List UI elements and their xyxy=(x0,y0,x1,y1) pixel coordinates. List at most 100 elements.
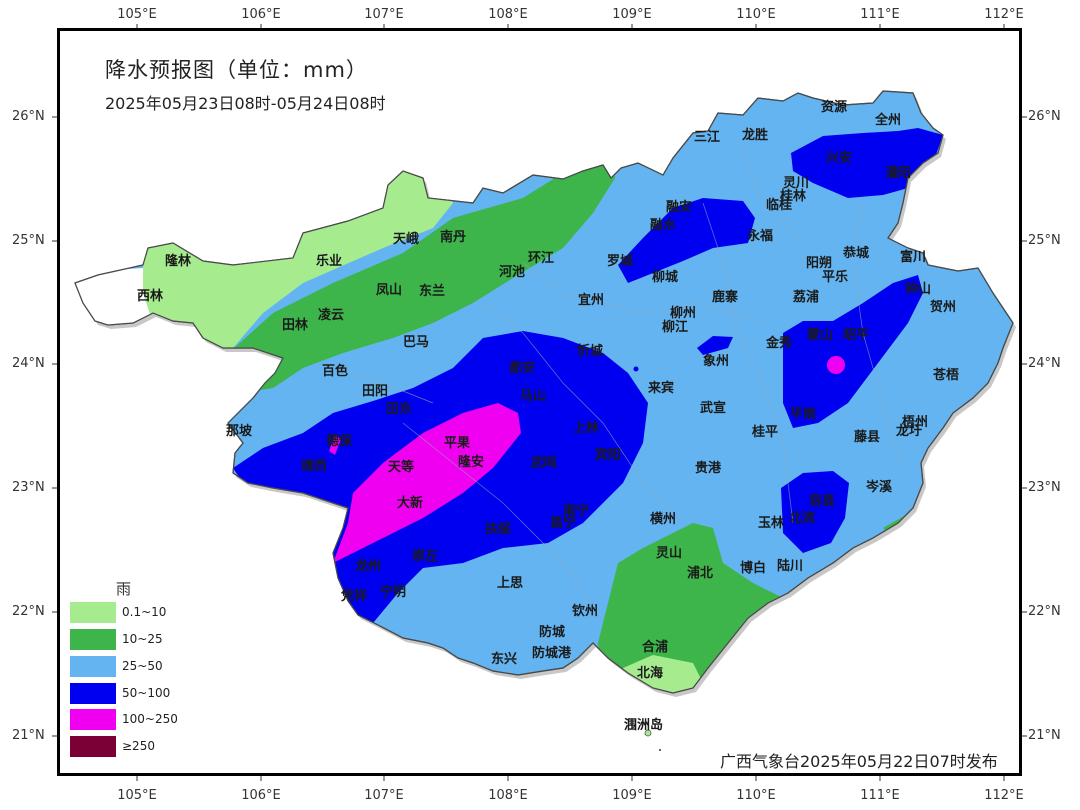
city-label: 河池 xyxy=(499,265,526,280)
x-tick-top: 109°E xyxy=(612,7,652,22)
city-label: 凌云 xyxy=(318,308,345,323)
city-label: 环江 xyxy=(528,251,555,266)
legend-swatch xyxy=(70,736,116,757)
city-label: 富川 xyxy=(900,250,927,265)
legend-item: 25~50 xyxy=(70,656,220,678)
forecast-period: 2025年05月23日08时-05月24日08时 xyxy=(105,94,386,113)
city-label: 贺州 xyxy=(930,300,957,315)
city-label: 兴安 xyxy=(826,151,853,166)
city-label: 浦北 xyxy=(687,566,714,581)
city-label: 忻城 xyxy=(577,344,604,359)
legend-label: 50~100 xyxy=(122,686,171,700)
legend-title: 雨 xyxy=(116,580,132,598)
x-tick-top: 108°E xyxy=(488,7,528,22)
city-label: 那坡 xyxy=(226,424,253,439)
city-label: 靖西 xyxy=(301,459,328,474)
city-label: 苍梧 xyxy=(933,368,960,383)
city-label: 田林 xyxy=(282,318,309,333)
y-tick-left: 21°N xyxy=(12,728,45,743)
city-label: 南丹 xyxy=(440,230,467,245)
precipitation-map xyxy=(74,90,1016,751)
legend-label: 0.1~10 xyxy=(122,605,167,619)
x-tick-top: 110°E xyxy=(736,7,776,22)
city-label: 博白 xyxy=(740,561,767,576)
city-label: 桂平 xyxy=(752,425,779,440)
city-label: 永福 xyxy=(747,229,774,244)
map-title: 降水预报图（单位：mm） xyxy=(105,58,368,82)
city-label: 阳朔 xyxy=(806,256,833,271)
x-tick-top: 105°E xyxy=(117,7,157,22)
x-tick-bottom: 110°E xyxy=(736,788,776,803)
city-label: 灵川 xyxy=(783,176,810,191)
city-label: 柳州 xyxy=(670,306,697,321)
city-label: 宁明 xyxy=(380,585,407,600)
legend-label: 100~250 xyxy=(122,712,178,726)
x-tick-bottom: 107°E xyxy=(364,788,404,803)
city-label: 恭城 xyxy=(843,246,870,261)
y-tick-left: 23°N xyxy=(12,480,45,495)
legend-label: ≥250 xyxy=(122,739,155,753)
x-tick-top: 106°E xyxy=(241,7,281,22)
city-label: 龙州 xyxy=(355,559,382,574)
legend-item: 0.1~10 xyxy=(70,602,220,624)
legend-label: 10~25 xyxy=(122,632,163,646)
city-label: 百色 xyxy=(322,364,349,379)
city-label: 陆川 xyxy=(777,559,804,574)
x-tick-bottom: 109°E xyxy=(612,788,652,803)
city-label: 东兴 xyxy=(491,652,518,667)
city-label: 大新 xyxy=(397,496,424,511)
city-label: 东兰 xyxy=(419,284,446,299)
city-label: 合浦 xyxy=(642,640,669,655)
city-label: 乐业 xyxy=(316,254,343,269)
x-tick-bottom: 112°E xyxy=(984,788,1024,803)
city-label: 昭平 xyxy=(843,328,870,343)
legend-swatch xyxy=(70,629,116,650)
city-label: 灌阳 xyxy=(885,166,912,181)
x-tick-bottom: 106°E xyxy=(241,788,281,803)
legend-swatch xyxy=(70,602,116,623)
y-tick-right: 21°N xyxy=(1028,728,1061,743)
city-label: 马山 xyxy=(520,389,547,404)
city-label: 田阳 xyxy=(362,384,389,399)
x-tick-top: 111°E xyxy=(860,7,900,22)
city-label: 上思 xyxy=(497,576,524,591)
city-label: 宜州 xyxy=(578,293,605,308)
city-label: 临桂 xyxy=(766,198,793,213)
issuer-note: 广西气象台2025年05月22日07时发布 xyxy=(720,752,998,771)
city-label: 龙圩 xyxy=(896,424,923,439)
city-label: 柳江 xyxy=(662,320,689,335)
city-label: 防城 xyxy=(539,625,566,640)
map-frame xyxy=(57,28,1022,776)
city-label: 三江 xyxy=(694,130,721,145)
legend-label: 25~50 xyxy=(122,659,163,673)
city-label: 金秀 xyxy=(766,336,793,351)
city-label: 梧州 xyxy=(902,415,929,430)
city-label: 涠洲岛 xyxy=(624,718,664,733)
legend-swatch xyxy=(70,683,116,704)
city-label: 荔浦 xyxy=(793,290,820,305)
y-tick-right: 26°N xyxy=(1028,109,1061,124)
city-label: 桂林 xyxy=(780,189,807,204)
legend-item: ≥250 xyxy=(70,736,220,758)
city-label: 扶绥 xyxy=(485,522,512,537)
city-label: 隆林 xyxy=(165,254,192,269)
y-tick-right: 23°N xyxy=(1028,480,1061,495)
y-tick-right: 25°N xyxy=(1028,233,1061,248)
city-label: 罗城 xyxy=(607,254,634,269)
city-label: 资源 xyxy=(821,100,848,115)
y-tick-left: 22°N xyxy=(12,604,45,619)
city-label: 北流 xyxy=(789,511,816,526)
city-label: 北海 xyxy=(637,666,664,681)
city-label: 横州 xyxy=(650,512,677,527)
city-label: 南宁 xyxy=(563,504,590,519)
legend-item: 50~100 xyxy=(70,683,220,705)
city-label: 容县 xyxy=(809,494,836,509)
city-label: 岑溪 xyxy=(866,480,893,495)
city-label: 蒙山 xyxy=(807,328,834,343)
city-label: 来宾 xyxy=(648,381,675,396)
city-label: 邕宁 xyxy=(550,516,577,531)
y-tick-left: 25°N xyxy=(12,233,45,248)
city-label: 德保 xyxy=(326,434,353,449)
city-label: 天等 xyxy=(388,460,415,475)
city-label: 巴马 xyxy=(403,335,430,350)
